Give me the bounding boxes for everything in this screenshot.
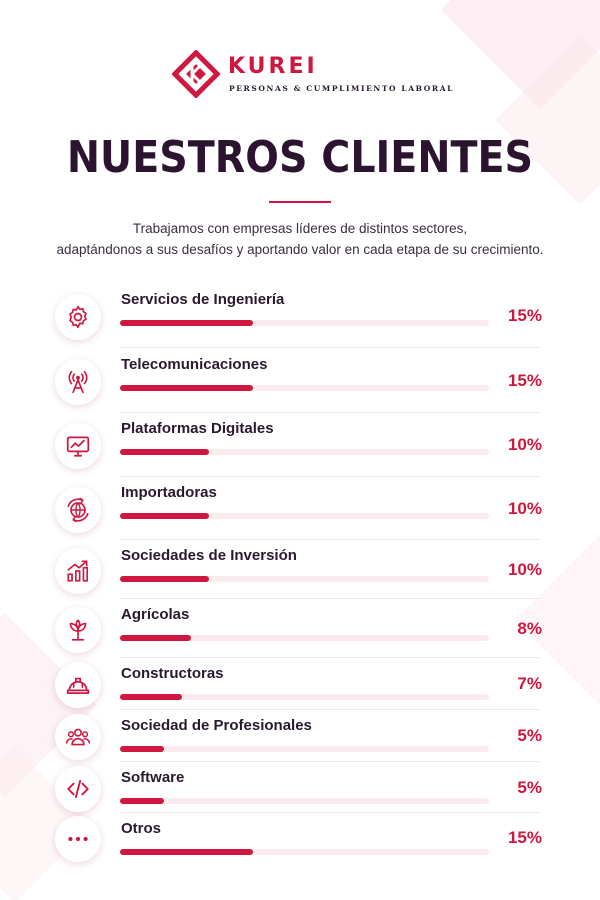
value-label: 10% — [507, 498, 542, 518]
bar — [120, 849, 253, 855]
growth-chart-icon — [55, 547, 101, 594]
bar — [120, 798, 164, 804]
row-divider — [120, 761, 540, 762]
bar-track — [120, 513, 489, 519]
bar — [120, 320, 253, 326]
bar — [120, 385, 253, 391]
bar-track — [120, 635, 489, 641]
category-label: Agrícolas — [121, 606, 190, 623]
brand-name: KUREI — [228, 54, 318, 79]
category-label: Otros — [121, 820, 162, 837]
category-label: Telecomunicaciones — [121, 356, 268, 373]
people-icon — [55, 714, 101, 760]
page-subtitle: Trabajamos con empresas líderes de disti… — [0, 218, 600, 260]
row-divider — [120, 539, 540, 540]
category-label: Sociedad de Profesionales — [121, 717, 312, 734]
bar-track — [120, 798, 489, 804]
row-divider — [120, 347, 540, 348]
bar-track — [120, 320, 489, 326]
chart-row: Otros 15% — [0, 814, 600, 864]
kurei-logo-icon — [172, 50, 220, 98]
value-label: 8% — [517, 618, 542, 638]
bar — [120, 746, 164, 752]
value-label: 5% — [517, 726, 542, 745]
code-icon — [55, 765, 101, 812]
category-label: Constructoras — [121, 665, 224, 682]
bar — [120, 513, 209, 519]
subtitle-line-1: Trabajamos con empresas líderes de disti… — [132, 221, 468, 236]
bar — [120, 694, 182, 700]
bar — [120, 635, 191, 641]
chart-row: Sociedades de Inversión 10% — [0, 541, 600, 600]
globe-arrows-icon — [55, 486, 101, 533]
value-label: 7% — [517, 674, 542, 693]
category-label: Importadoras — [121, 484, 217, 501]
header: KUREI PERSONAS & CUMPLIMIENTO LABORAL — [0, 50, 600, 100]
hard-hat-icon — [55, 662, 101, 708]
chart-row: Software 5% — [0, 763, 600, 814]
row-divider — [120, 812, 540, 813]
bar-track — [120, 849, 489, 855]
value-label: 15% — [507, 828, 542, 847]
bar-track — [120, 746, 489, 752]
row-divider — [120, 709, 540, 710]
bar — [120, 449, 209, 455]
value-label: 5% — [517, 777, 542, 797]
chart-row: Importadoras 10% — [0, 478, 600, 541]
row-divider — [120, 412, 540, 413]
title-underline — [269, 201, 331, 203]
category-label: Sociedades de Inversión — [121, 547, 297, 564]
chart-row: Servicios de Ingeniería 15% — [0, 285, 600, 349]
antenna-icon — [55, 359, 101, 405]
chart-row: Sociedad de Profesionales 5% — [0, 711, 600, 763]
value-label: 15% — [507, 306, 542, 325]
brand-tagline: PERSONAS & CUMPLIMIENTO LABORAL — [229, 84, 454, 93]
sprout-icon — [55, 606, 101, 653]
page-title: NUESTROS CLIENTES — [66, 132, 534, 183]
bar-track — [120, 385, 489, 391]
bar-track — [120, 694, 489, 700]
chart-row: Constructoras 7% — [0, 659, 600, 711]
category-label: Software — [121, 769, 185, 786]
chart-row: Plataformas Digitales 10% — [0, 414, 600, 478]
subtitle-line-2: adaptándonos a sus desafíos y aportando … — [56, 242, 544, 257]
chart-row: Telecomunicaciones 15% — [0, 350, 600, 414]
dots-icon — [55, 816, 101, 862]
row-divider — [120, 657, 540, 658]
bar — [120, 576, 209, 582]
category-label: Servicios de Ingeniería — [121, 291, 285, 308]
value-label: 10% — [507, 559, 542, 579]
bar-track — [120, 449, 489, 455]
value-label: 15% — [507, 371, 542, 390]
row-divider — [120, 598, 540, 599]
chart-row: Agrícolas 8% — [0, 600, 600, 659]
gear-icon — [55, 294, 101, 340]
category-label: Plataformas Digitales — [121, 420, 274, 437]
bar-track — [120, 576, 489, 582]
row-divider — [120, 476, 540, 477]
monitor-chart-icon — [55, 423, 101, 469]
value-label: 10% — [507, 435, 542, 454]
